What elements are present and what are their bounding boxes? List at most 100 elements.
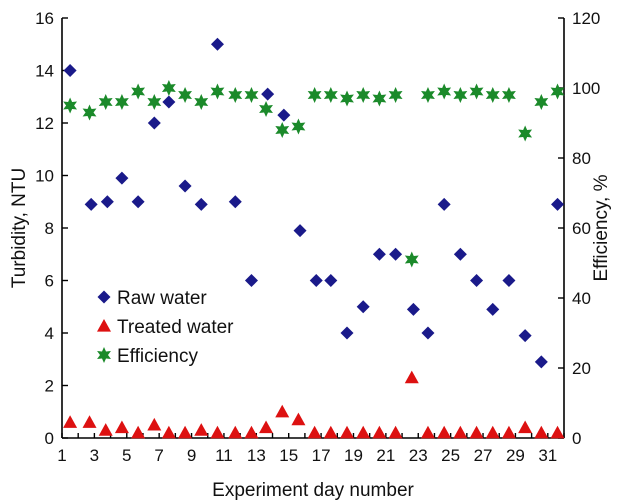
treated-water-point (131, 425, 146, 439)
right-y-axis-title: Efficiency, % (591, 174, 612, 281)
treated-water-point (63, 415, 78, 428)
raw-water-point (293, 224, 307, 238)
x-tick-label: 25 (441, 446, 460, 465)
right-y-tick-label: 80 (572, 149, 591, 168)
treated-water-point (259, 420, 274, 434)
efficiency-point (404, 251, 419, 268)
efficiency-point (323, 87, 338, 103)
treated-water-point (194, 423, 209, 436)
left-y-axis-title: Turbidity, NTU (9, 168, 30, 288)
efficiency-point (244, 87, 259, 103)
efficiency-point (518, 125, 533, 142)
x-tick-label: 9 (187, 446, 196, 465)
treated-water-point (178, 425, 193, 439)
treated-water-point (228, 425, 243, 439)
raw-water-point (470, 274, 484, 287)
efficiency-point (372, 90, 387, 107)
x-tick-label: 1 (57, 446, 66, 465)
raw-water-point (502, 274, 516, 287)
left-y-tick-label: 6 (45, 272, 54, 291)
efficiency-point (453, 87, 468, 103)
efficiency-point (194, 94, 209, 110)
treated-water-point (437, 425, 452, 439)
left-y-tick-label: 4 (45, 324, 54, 343)
x-tick-label: 15 (279, 446, 298, 465)
efficiency-point (485, 87, 500, 103)
raw-water-point (131, 195, 145, 209)
treated-water-point (453, 425, 468, 439)
treated-water-point (372, 425, 387, 439)
raw-water-point (389, 247, 403, 261)
raw-water-point (210, 37, 224, 51)
x-tick-label: 27 (474, 446, 493, 465)
raw-water-point (100, 195, 114, 209)
raw-water-point (486, 302, 500, 316)
efficiency-point (161, 80, 176, 96)
raw-water-point (437, 197, 451, 211)
raw-water-point (356, 300, 370, 314)
raw-water-point (421, 326, 435, 340)
treated-water-point (340, 425, 355, 439)
legend-efficiency-label: Efficiency (117, 346, 198, 367)
efficiency-point (131, 83, 146, 100)
treated-water-point (147, 417, 162, 431)
treated-water-point (82, 415, 97, 428)
treated-water-point (291, 412, 306, 426)
raw-water-point (534, 355, 548, 369)
efficiency-point (63, 97, 78, 114)
efficiency-point (307, 87, 322, 103)
efficiency-point (82, 104, 97, 121)
treated-water-point (388, 425, 403, 439)
efficiency-point (114, 94, 129, 110)
treated-water-point (244, 425, 259, 439)
right-y-tick-label: 0 (572, 429, 581, 448)
treated-water-point (307, 425, 322, 439)
efficiency-point (534, 94, 549, 110)
treated-water-point (420, 425, 435, 439)
x-tick-label: 31 (538, 446, 557, 465)
right-y-tick-label: 100 (572, 79, 600, 98)
right-y-tick-label: 120 (572, 9, 600, 28)
left-y-tick-label: 14 (35, 62, 54, 81)
legend-raw-water-label: Raw water (117, 288, 207, 309)
efficiency-point (469, 83, 484, 100)
efficiency-point (275, 122, 290, 138)
x-tick-label: 17 (312, 446, 331, 465)
efficiency-point (98, 94, 113, 110)
x-tick-label: 19 (344, 446, 363, 465)
treated-water-point (485, 425, 500, 439)
treated-water-point (404, 370, 419, 384)
legend-raw-water-marker (97, 290, 111, 304)
x-tick-label: 11 (215, 446, 233, 465)
left-y-tick-label: 16 (35, 9, 54, 28)
efficiency-point (147, 94, 162, 110)
treated-water-point (469, 425, 484, 439)
treated-water-point (114, 420, 129, 434)
legend-efficiency-marker (97, 347, 111, 363)
legend-treated-water-marker (97, 319, 111, 332)
treated-water-point (275, 404, 290, 418)
raw-water-point (551, 197, 565, 211)
efficiency-point (228, 87, 243, 103)
efficiency-point (178, 87, 192, 103)
efficiency-point (550, 83, 565, 100)
efficiency-point (291, 118, 306, 135)
right-y-tick-label: 20 (572, 359, 591, 378)
x-tick-label: 23 (409, 446, 428, 465)
treated-water-point (534, 425, 549, 439)
efficiency-point (340, 90, 354, 107)
treated-water-point (501, 425, 516, 439)
raw-water-point (115, 171, 129, 185)
right-y-tick-label: 60 (572, 219, 591, 238)
x-tick-label: 7 (154, 446, 163, 465)
x-tick-label: 21 (376, 446, 395, 465)
raw-water-point (453, 247, 467, 261)
raw-water-point (277, 108, 291, 122)
left-y-tick-label: 8 (45, 219, 54, 238)
left-y-tick-label: 12 (35, 114, 54, 133)
efficiency-point (356, 87, 371, 103)
raw-water-point (228, 195, 242, 209)
raw-water-point (324, 274, 338, 287)
x-tick-label: 5 (122, 446, 131, 465)
